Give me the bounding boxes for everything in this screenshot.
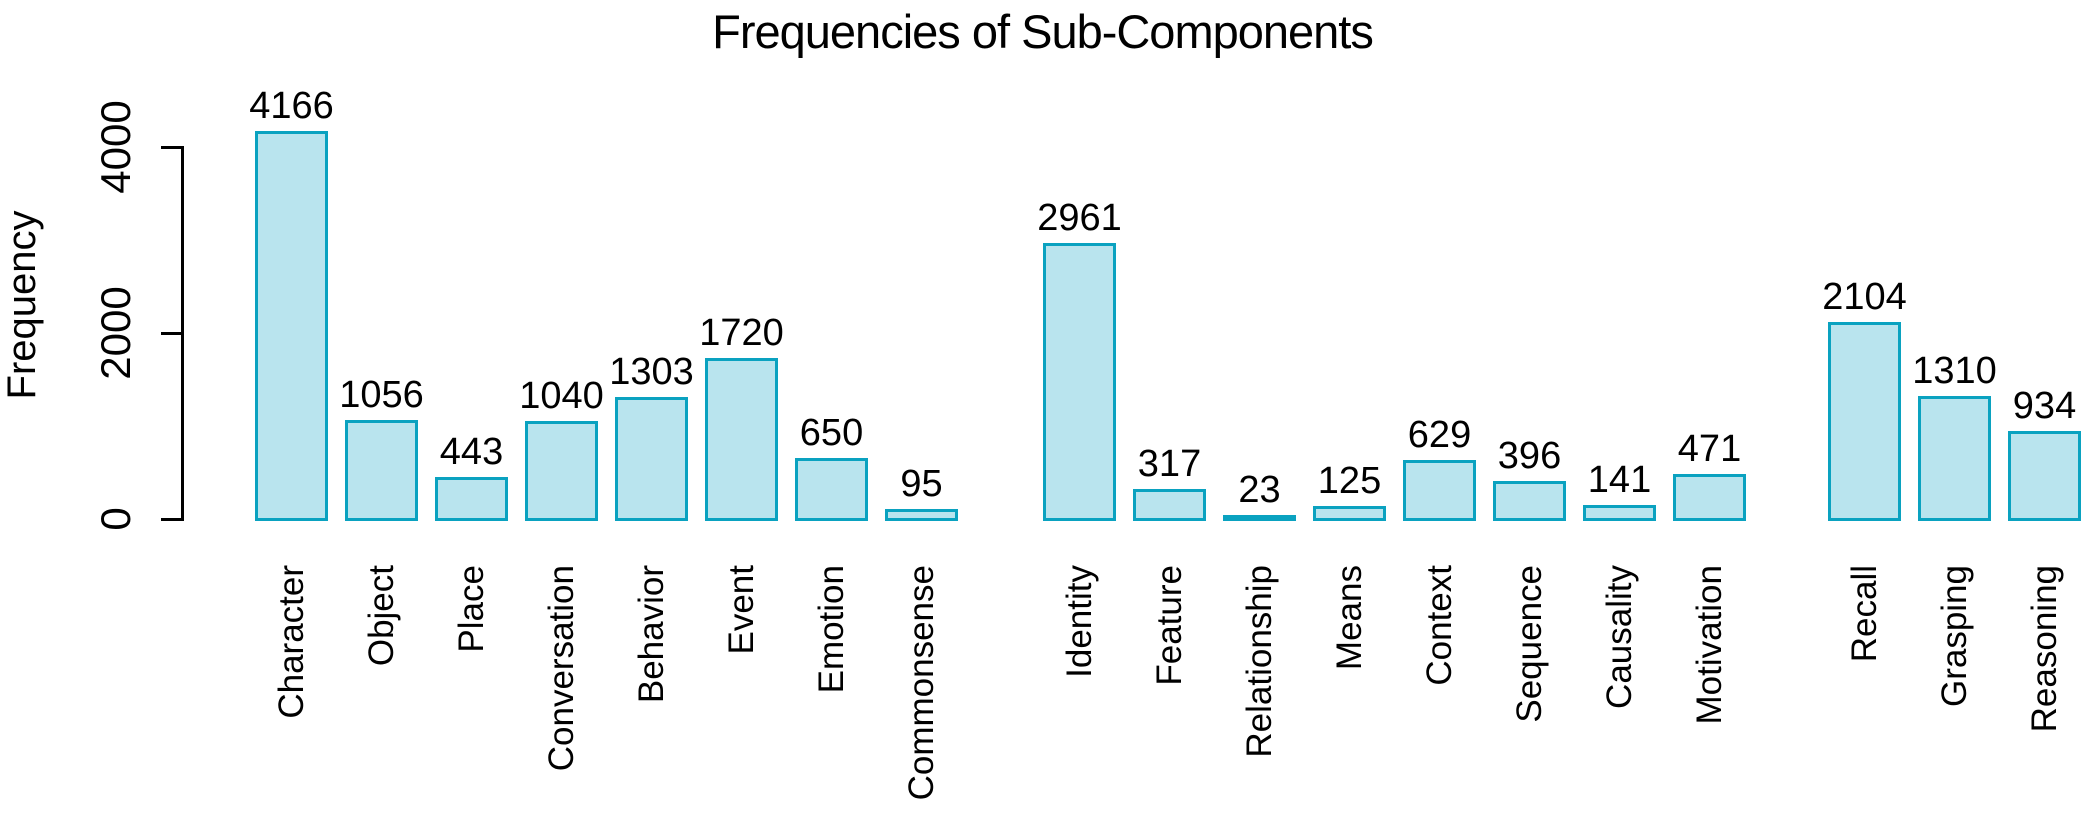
x-tick-label-context: Context <box>1419 565 1459 686</box>
bar-value-label-event: 1720 <box>699 312 784 354</box>
x-tick-label-grasping: Grasping <box>1934 565 1974 708</box>
y-tick-label: 4000 <box>92 100 139 194</box>
y-tick-label: 2000 <box>92 286 139 380</box>
x-tick-label-reasoning: Reasoning <box>2024 565 2064 733</box>
bar-conversation <box>525 421 598 521</box>
bar-value-label-conversation: 1040 <box>519 375 604 417</box>
y-tick-label: 0 <box>92 507 139 531</box>
bar-value-label-recall: 2104 <box>1822 276 1907 318</box>
bar-value-label-emotion: 650 <box>799 412 864 454</box>
bar-value-label-reasoning: 934 <box>2012 385 2077 427</box>
bar-value-label-commonsense: 95 <box>900 463 943 505</box>
x-tick-label-recall: Recall <box>1844 565 1884 663</box>
x-tick-label-feature: Feature <box>1149 565 1189 686</box>
bar-value-label-character: 4166 <box>249 85 334 127</box>
x-tick-label-conversation: Conversation <box>541 565 581 772</box>
bar-value-label-motivation: 471 <box>1677 428 1742 470</box>
bar-value-label-relationship: 23 <box>1238 469 1281 511</box>
bar-object <box>345 420 418 521</box>
bar-means <box>1313 506 1386 521</box>
x-tick-label-motivation: Motivation <box>1689 565 1729 725</box>
bar-commonsense <box>885 509 958 521</box>
bar-feature <box>1133 489 1206 521</box>
x-tick-label-behavior: Behavior <box>631 565 671 704</box>
bar-behavior <box>615 397 688 521</box>
x-tick-label-event: Event <box>721 565 761 655</box>
x-tick-label-object: Object <box>361 565 401 667</box>
bar-value-label-grasping: 1310 <box>1912 350 1997 392</box>
bar-value-label-feature: 317 <box>1137 443 1202 485</box>
bar-motivation <box>1673 474 1746 521</box>
bar-value-label-context: 629 <box>1407 414 1472 456</box>
bar-value-label-object: 1056 <box>339 374 424 416</box>
chart-title: Frequencies of Sub-Components <box>712 5 1374 58</box>
bar-context <box>1403 460 1476 521</box>
bar-causality <box>1583 505 1656 521</box>
x-tick-label-character: Character <box>271 565 311 719</box>
bar-value-label-place: 443 <box>439 431 504 473</box>
x-tick-label-means: Means <box>1329 565 1369 671</box>
bar-character <box>255 131 328 521</box>
x-tick-label-sequence: Sequence <box>1509 565 1549 723</box>
bar-place <box>435 477 508 521</box>
bar-grasping <box>1918 396 1991 521</box>
bar-event <box>705 358 778 521</box>
y-axis-line <box>181 146 184 521</box>
x-tick-label-relationship: Relationship <box>1239 565 1279 758</box>
bar-sequence <box>1493 481 1566 521</box>
bar-recall <box>1828 322 1901 521</box>
x-tick-label-identity: Identity <box>1059 565 1099 678</box>
x-tick-label-emotion: Emotion <box>811 565 851 694</box>
bar-relationship <box>1223 515 1296 521</box>
y-tick-mark <box>161 332 181 335</box>
y-tick-mark <box>161 146 181 149</box>
bar-value-label-behavior: 1303 <box>609 351 694 393</box>
y-axis-title: Frequency <box>0 210 44 400</box>
bar-identity <box>1043 243 1116 521</box>
bar-reasoning <box>2008 431 2081 521</box>
x-tick-label-causality: Causality <box>1599 565 1639 709</box>
x-tick-label-commonsense: Commonsense <box>901 565 941 801</box>
x-tick-label-place: Place <box>451 565 491 653</box>
bar-value-label-means: 125 <box>1317 460 1382 502</box>
y-tick-mark <box>161 518 181 521</box>
bar-value-label-causality: 141 <box>1587 459 1652 501</box>
bar-value-label-identity: 2961 <box>1037 197 1122 239</box>
bar-emotion <box>795 458 868 521</box>
bar-value-label-sequence: 396 <box>1497 435 1562 477</box>
